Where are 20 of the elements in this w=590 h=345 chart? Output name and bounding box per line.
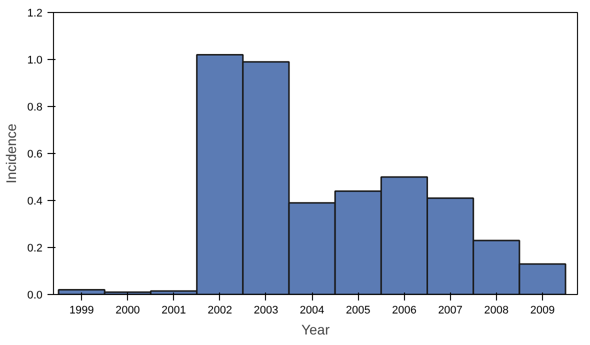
y-tick-label: 0.8	[27, 102, 43, 114]
y-tick-label: 0.4	[27, 196, 43, 208]
x-tick-label: 2003	[254, 304, 278, 316]
x-tick-label: 2006	[392, 304, 416, 316]
x-tick-label: 2004	[300, 304, 324, 316]
x-tick-label: 2009	[530, 304, 555, 316]
y-tick-label: 0.2	[27, 242, 43, 254]
x-tick-label: 2000	[115, 304, 140, 316]
y-tick-label: 1.0	[27, 54, 43, 66]
y-axis-title: Incidence	[3, 123, 20, 184]
x-axis-title: Year	[301, 322, 330, 338]
y-tick-label: 0.6	[27, 148, 43, 160]
y-tick-label: 1.2	[27, 8, 43, 20]
x-tick-label: 2002	[208, 304, 232, 316]
y-tick-label: 0.0	[27, 290, 43, 302]
x-tick-label: 2008	[484, 304, 509, 316]
x-tick-label: 2001	[162, 304, 186, 316]
x-tick-label: 1999	[69, 304, 94, 316]
x-tick-label: 2007	[438, 304, 463, 316]
x-tick-label: 2005	[346, 304, 370, 316]
